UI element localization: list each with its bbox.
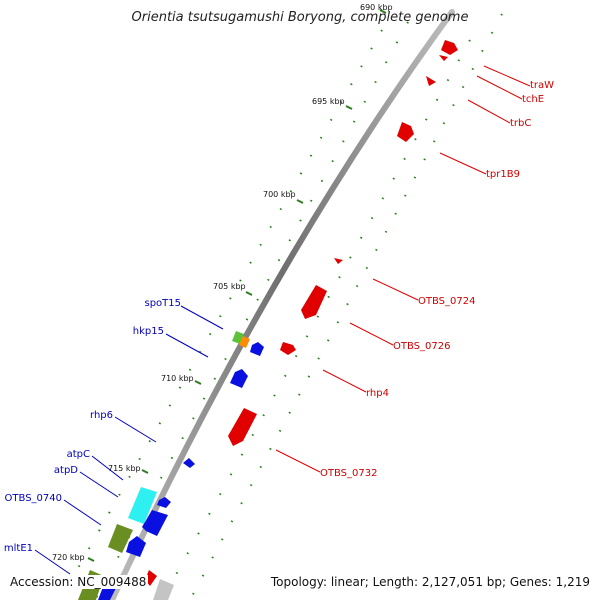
label-traW[interactable]: traW	[530, 80, 554, 91]
inner-right-track	[161, 39, 471, 600]
leader-tchE	[476, 75, 523, 100]
leader-spoT15	[180, 305, 224, 330]
tick-label: 705 kbp	[213, 282, 246, 291]
gene-traW[interactable]	[441, 40, 458, 55]
accession-label: Accession: NC_009488	[8, 575, 149, 589]
leader-atpC	[91, 455, 124, 481]
leader-tpr1B9	[439, 152, 487, 175]
gene-atpC[interactable]	[128, 487, 157, 524]
label-tchE[interactable]: tchE	[522, 94, 544, 105]
gene-atpD[interactable]	[142, 510, 168, 536]
tick-label: 715 kbp	[108, 464, 141, 473]
gene-trbC[interactable]	[426, 76, 436, 86]
gene-hkp15[interactable]	[250, 342, 264, 356]
leader-trbC	[467, 99, 511, 124]
gene-OTBS_0724[interactable]	[301, 285, 327, 319]
leader-traW	[483, 65, 531, 87]
label-OTBS_0724[interactable]: OTBS_0724	[418, 296, 475, 307]
tick-label: 710 kbp	[161, 374, 194, 383]
label-OTBS_0732[interactable]: OTBS_0732	[320, 468, 377, 479]
leader-rhp6	[114, 416, 157, 443]
label-trbC[interactable]: trbC	[510, 118, 531, 129]
gene-atpD-head[interactable]	[157, 497, 171, 508]
scale-ticks: 690 kbp 695 kbp 700 kbp 705 kbp 710 kbp …	[52, 3, 393, 562]
gene-710-blue[interactable]	[230, 369, 248, 388]
label-spoT15[interactable]: spoT15	[144, 298, 181, 309]
leader-OTBS_0724	[372, 278, 419, 301]
gene-OTBS_0724-small[interactable]	[334, 258, 343, 264]
left-labels: spoT15 hkp15 rhp6 atpC atpD OTBS_0740 ml…	[4, 298, 181, 554]
genome-summary: Topology: linear; Length: 2,127,051 bp; …	[268, 575, 592, 589]
forward-genes	[145, 40, 458, 600]
tick-mark	[379, 9, 387, 14]
outer-left-track	[59, 29, 383, 600]
gene-mltE1[interactable]	[126, 536, 146, 557]
leader-OTBS_0732	[275, 449, 321, 473]
tick-mark	[87, 557, 95, 562]
tick-mark	[345, 105, 353, 110]
tick-mark	[194, 380, 202, 385]
label-atpC[interactable]: atpC	[67, 449, 90, 460]
gene-OTBS_0726[interactable]	[280, 342, 296, 355]
gene-tchE[interactable]	[439, 55, 448, 61]
left-leaders	[34, 305, 224, 575]
gene-OTBS_0740[interactable]	[108, 524, 133, 553]
leader-OTBS_0726	[349, 322, 394, 346]
leader-hkp15	[165, 333, 209, 358]
gene-tpr1B9[interactable]	[397, 122, 414, 142]
genome-backbone	[109, 9, 455, 600]
tick-label: 690 kbp	[360, 3, 393, 12]
label-mltE1[interactable]: mltE1	[4, 543, 33, 554]
tick-label: 695 kbp	[312, 97, 345, 106]
gene-OTBS_0732[interactable]	[228, 408, 257, 446]
map-title: Orientia tsutsugamushi Boryong, complete…	[131, 10, 469, 25]
leader-atpD	[79, 471, 119, 498]
tick-mark	[245, 291, 253, 296]
right-labels: traW tchE trbC tpr1B9 OTBS_0724 OTBS_072…	[320, 80, 554, 479]
tick-mark	[141, 469, 149, 474]
reverse-genes	[78, 331, 264, 600]
label-tpr1B9[interactable]: tpr1B9	[486, 169, 520, 180]
label-OTBS_0740[interactable]: OTBS_0740	[5, 493, 62, 504]
tick-label: 700 kbp	[263, 190, 296, 199]
gene-spoT15-orange[interactable]	[239, 336, 250, 348]
label-rhp6[interactable]: rhp6	[90, 410, 113, 421]
leader-rhp4	[322, 369, 367, 393]
leader-OTBS_0740	[63, 499, 102, 526]
leader-mltE1	[34, 549, 71, 575]
outer-right-track	[189, 13, 503, 600]
label-hkp15[interactable]: hkp15	[133, 326, 164, 337]
tick-label: 720 kbp	[52, 553, 85, 562]
gene-rhp6[interactable]	[183, 458, 195, 468]
right-leaders	[275, 65, 531, 473]
gene-bottom-grey[interactable]	[153, 579, 174, 600]
label-rhp4[interactable]: rhp4	[366, 388, 389, 399]
label-OTBS_0726[interactable]: OTBS_0726	[393, 341, 450, 352]
label-atpD[interactable]: atpD	[54, 465, 78, 476]
tick-mark	[296, 199, 304, 204]
